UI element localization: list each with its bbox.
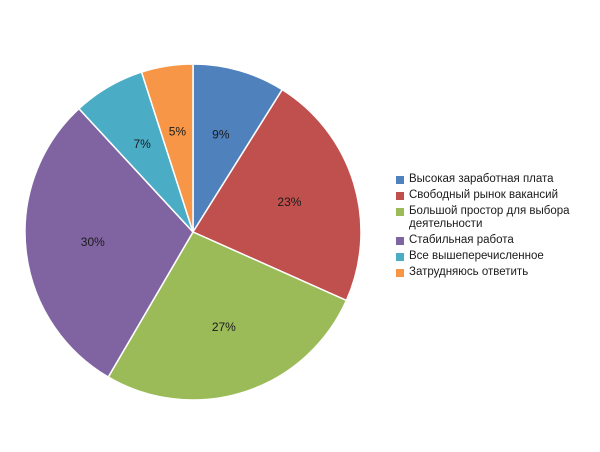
legend-item: Высокая заработная плата (396, 173, 596, 186)
legend-item: Все вышеперечисленное (396, 250, 596, 263)
pie-data-labels: 9% 23% 27% 30% 7% 5% (81, 125, 302, 335)
pie-slice (140, 63, 194, 233)
pie-slices (24, 63, 362, 401)
pie-slice (191, 88, 362, 302)
legend-label: Высокая заработная плата (409, 173, 554, 185)
pie-data-label: 23% (277, 195, 301, 209)
legend-swatch (396, 208, 404, 216)
legend-label: Свободный рынок вакансий (409, 189, 558, 201)
legend-label: Большой простор для выбора деятельности (409, 205, 570, 230)
legend-swatch (396, 269, 404, 277)
pie-slice (107, 231, 348, 401)
pie-data-label: 7% (133, 137, 151, 151)
pie-data-label: 30% (81, 235, 105, 249)
pie-data-label: 9% (212, 127, 230, 141)
legend-item: Стабильная работа (396, 234, 596, 247)
pie-slice (192, 63, 284, 235)
legend-label: Все вышеперечисленное (409, 250, 544, 262)
pie-data-label: 5% (169, 125, 187, 139)
legend-label: Затрудняюсь ответить (409, 266, 529, 278)
pie-slice (24, 107, 194, 379)
legend-item: Свободный рынок вакансий (396, 189, 596, 202)
pie-data-label: 27% (212, 320, 236, 334)
legend-label: Стабильная работа (409, 234, 514, 246)
legend-swatch (396, 237, 404, 245)
legend-item: Большой простор для выбора деятельности (396, 205, 596, 231)
legend-swatch (396, 176, 404, 184)
legend-swatch (396, 253, 404, 261)
legend-swatch (396, 192, 404, 200)
legend-item: Затрудняюсь ответить (396, 266, 596, 279)
chart-legend: Высокая заработная плата Свободный рынок … (396, 173, 596, 282)
